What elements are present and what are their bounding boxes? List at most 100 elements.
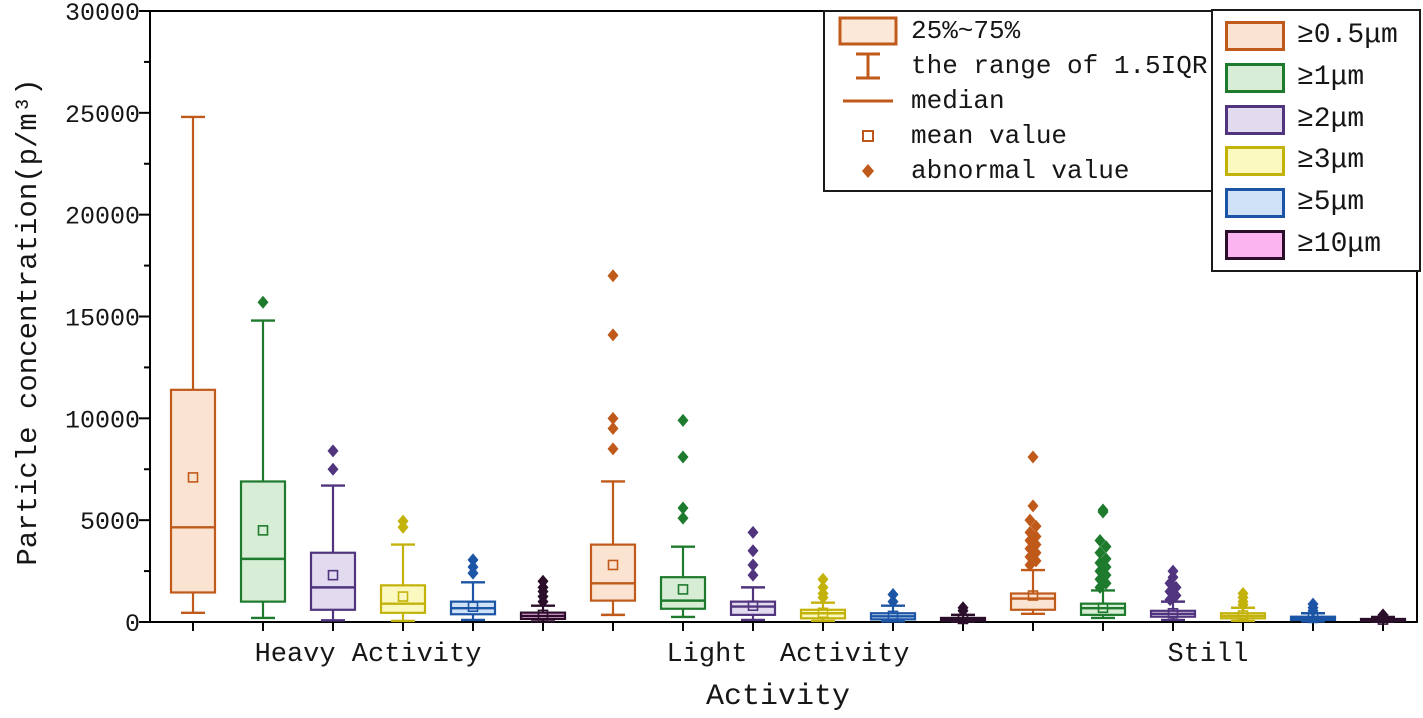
legend-item-size-0p5um: ≥0.5μm: [1213, 19, 1419, 51]
outlier-point: [607, 328, 619, 342]
outlier-point: [1100, 540, 1112, 554]
swatch-3um: [1225, 146, 1285, 177]
y-tick-label: 30000: [65, 0, 140, 28]
y-axis-ticks: 0 5000 10000 15000 20000 25000 30000: [65, 0, 150, 639]
outlier-point: [467, 553, 479, 567]
outlier-point: [747, 568, 759, 582]
outlier-point: [607, 442, 619, 456]
outlier-point: [467, 566, 479, 580]
boxplot-≥10μm-Light Activity: [939, 601, 987, 625]
outlier-point: [1307, 604, 1319, 618]
legend-item-label: ≥10μm: [1297, 229, 1382, 261]
legend-item-label: ≥0.5μm: [1297, 19, 1398, 51]
boxplot-≥3μm-Heavy Activity: [379, 514, 427, 623]
median-line-icon: [825, 85, 911, 117]
legend-item-size-3um: ≥3μm: [1213, 146, 1419, 177]
boxplot-≥5μm-Heavy Activity: [449, 553, 497, 622]
outlier-point: [1377, 608, 1389, 622]
legend-item-size-2um: ≥2μm: [1213, 104, 1419, 135]
mean-square-icon: [825, 120, 911, 152]
boxplot-≥3μm-Still: [1219, 586, 1267, 623]
iqr-box-icon: [825, 15, 911, 47]
boxplot-≥3μm-Light Activity: [799, 572, 847, 623]
outlier-point: [677, 501, 689, 515]
legend-item-whisker-range: the range of 1.5IQR: [825, 50, 1213, 82]
outlier-point: [747, 525, 759, 539]
boxplot-≥0.5μm-Still: [1009, 450, 1057, 616]
legend-item-label: the range of 1.5IQR: [911, 51, 1208, 82]
outlier-point: [327, 444, 339, 458]
outlier-point: [677, 450, 689, 464]
y-tick-label: 5000: [80, 508, 140, 537]
legend-item-iqr-box: 25%~75%: [825, 15, 1213, 47]
boxplot-≥10μm-Still: [1359, 608, 1407, 625]
x-group-label-light: Light Activity: [666, 640, 910, 670]
outlier-point: [397, 520, 409, 534]
outlier-point: [1237, 598, 1249, 612]
boxplot-≥2μm-Still: [1149, 564, 1197, 622]
outlier-point: [957, 604, 969, 618]
swatch-10um: [1225, 230, 1285, 261]
legend-item-mean: mean value: [825, 120, 1213, 152]
boxplot-≥2μm-Heavy Activity: [309, 444, 357, 622]
boxplot-≥10μm-Heavy Activity: [519, 574, 567, 623]
outlier-point: [1094, 580, 1106, 594]
outlier-point: [1097, 505, 1109, 519]
outlier-point: [537, 595, 549, 609]
outlier-point: [1094, 534, 1106, 548]
outlier-point: [1024, 513, 1036, 527]
outlier-point: [327, 462, 339, 476]
boxplot-≥5μm-Still: [1289, 597, 1337, 624]
outlier-point: [607, 411, 619, 425]
outlier-point: [1030, 519, 1042, 533]
outlier-point: [1164, 593, 1176, 607]
y-tick-label: 10000: [65, 406, 140, 435]
boxplot-≥2μm-Light Activity: [729, 525, 777, 622]
outlier-point: [817, 591, 829, 605]
y-tick-label: 0: [125, 610, 140, 639]
legend-item-label: 25%~75%: [911, 16, 1021, 47]
legend-item-label: mean value: [911, 120, 1068, 151]
outlier-point: [677, 413, 689, 427]
outlier-point: [1024, 558, 1036, 572]
boxplot-≥5μm-Light Activity: [869, 588, 917, 623]
swatch-5um: [1225, 188, 1285, 219]
boxplot-≥1μm-Heavy Activity: [239, 295, 287, 620]
legend-item-label: abnormal value: [911, 155, 1130, 186]
outlier-point: [257, 295, 269, 309]
abnormal-diamond-icon: [825, 155, 911, 187]
outlier-point: [1094, 546, 1106, 560]
x-axis-ticks: [192, 622, 1384, 631]
outlier-point: [1027, 450, 1039, 464]
x-axis-title: Activity: [705, 680, 851, 714]
outlier-point: [747, 558, 759, 572]
boxplot-≥1μm-Still: [1079, 503, 1127, 620]
outlier-point: [747, 544, 759, 558]
boxplot-≥0.5μm-Heavy Activity: [169, 115, 217, 615]
legend-item-label: median: [911, 85, 1005, 116]
legend-item-size-1um: ≥1μm: [1213, 61, 1419, 93]
x-group-label-still: Still: [1167, 640, 1249, 670]
y-axis-title: Particle concentration(p/m³): [12, 78, 45, 566]
outlier-point: [1027, 499, 1039, 513]
legend-item-median: median: [825, 85, 1213, 117]
y-tick-label: 15000: [65, 305, 140, 334]
outlier-point: [887, 588, 899, 602]
outlier-point: [887, 595, 899, 609]
legend-statistics: 25%~75% the range of 1.5IQR median mean …: [823, 10, 1215, 192]
x-group-label-heavy: Heavy Activity: [254, 640, 482, 670]
swatch-2um: [1225, 104, 1285, 135]
outlier-point: [677, 511, 689, 525]
legend-item-label: ≥5μm: [1297, 187, 1365, 219]
legend-particle-sizes: ≥0.5μm ≥1μm ≥2μm ≥3μm ≥5μm ≥10μm: [1211, 9, 1421, 272]
legend-item-label: ≥1μm: [1297, 61, 1365, 93]
legend-item-size-10um: ≥10μm: [1213, 229, 1419, 261]
legend-item-size-5um: ≥5μm: [1213, 187, 1419, 219]
outlier-point: [607, 422, 619, 436]
swatch-1um: [1225, 62, 1285, 93]
boxplot-≥0.5μm-Light Activity: [589, 269, 637, 617]
boxplot-≥1μm-Light Activity: [659, 413, 707, 619]
swatch-0p5um: [1225, 20, 1285, 51]
legend-item-abnormal: abnormal value: [825, 155, 1213, 187]
